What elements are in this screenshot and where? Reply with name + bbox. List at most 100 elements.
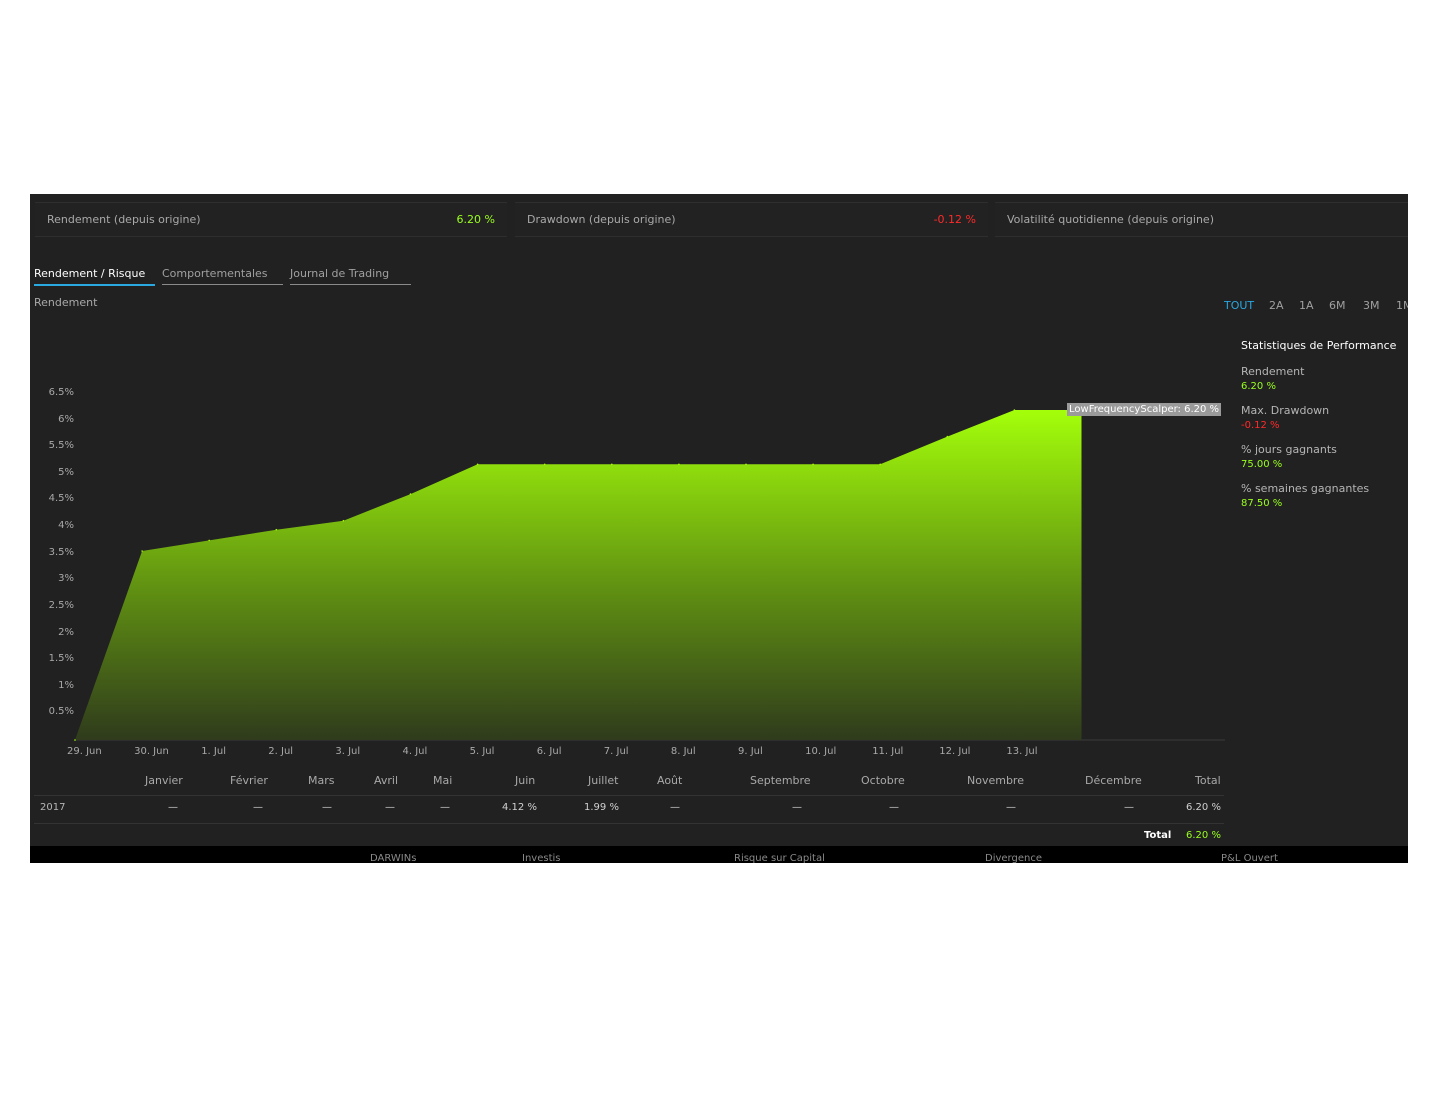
y-tick-label: 3% bbox=[58, 573, 74, 585]
y-tick-label: 2% bbox=[58, 626, 74, 638]
range-1m-button[interactable]: 1M bbox=[1396, 299, 1408, 312]
data-point bbox=[476, 463, 479, 466]
bottom-label-pl-ouvert: P&L Ouvert bbox=[1221, 853, 1278, 863]
bottom-label-investis: Investis bbox=[522, 853, 561, 863]
y-tick-label: 5.5% bbox=[48, 440, 74, 452]
perf-drawdown-label: Max. Drawdown bbox=[1241, 404, 1330, 417]
month-header: Novembre bbox=[967, 774, 1024, 787]
month-header: Décembre bbox=[1085, 774, 1142, 787]
perf-drawdown-value: -0.12 % bbox=[1241, 420, 1280, 431]
perf-winning-days-value: 75.00 % bbox=[1241, 459, 1283, 470]
y-tick-label: 1% bbox=[58, 679, 74, 691]
month-header: Août bbox=[657, 774, 683, 787]
month-value-cell: — bbox=[889, 802, 899, 813]
x-tick-label: 13. Jul bbox=[1006, 746, 1038, 757]
month-value-cell: 1.99 % bbox=[584, 802, 619, 813]
data-point bbox=[74, 739, 76, 741]
range-2a-button[interactable]: 2A bbox=[1269, 299, 1284, 312]
month-value-cell: — bbox=[253, 802, 263, 813]
month-header: Février bbox=[230, 774, 268, 787]
tab-comportementales[interactable]: Comportementales bbox=[162, 267, 283, 285]
year-cell: 2017 bbox=[40, 802, 66, 813]
data-point bbox=[409, 493, 412, 495]
tab-label: Comportementales bbox=[162, 267, 268, 280]
perf-winning-days-label: % jours gagnants bbox=[1241, 443, 1337, 456]
x-tick-label: 3. Jul bbox=[335, 746, 361, 757]
range-6m-button[interactable]: 6M bbox=[1329, 299, 1346, 312]
x-tick-label: 9. Jul bbox=[738, 746, 763, 757]
data-point bbox=[543, 463, 546, 466]
tab-rendement-risque[interactable]: Rendement / Risque bbox=[34, 267, 155, 286]
drawdown-stat-card: Drawdown (depuis origine) -0.12 % bbox=[515, 202, 988, 237]
x-tick-label: 5. Jul bbox=[469, 746, 495, 757]
month-value-cell: — bbox=[670, 802, 680, 813]
row-total-cell: 6.20 % bbox=[1186, 802, 1221, 813]
table-divider bbox=[34, 795, 1224, 796]
volatility-stat-card: Volatilité quotidienne (depuis origine) bbox=[995, 202, 1408, 237]
month-header: Septembre bbox=[750, 774, 811, 787]
y-tick-label: 0.5% bbox=[48, 706, 74, 718]
volatility-stat-label: Volatilité quotidienne (depuis origine) bbox=[1007, 213, 1214, 226]
chart-title: Rendement bbox=[34, 296, 98, 309]
range-3m-button[interactable]: 3M bbox=[1363, 299, 1380, 312]
data-point bbox=[879, 463, 881, 466]
bottom-label-risque: Risque sur Capital bbox=[734, 853, 825, 863]
month-value-cell: — bbox=[440, 802, 450, 813]
x-tick-label: 10. Jul bbox=[805, 746, 837, 757]
data-point bbox=[141, 550, 143, 552]
y-tick-label: 6.5% bbox=[48, 387, 74, 398]
month-value-cell: — bbox=[385, 802, 395, 813]
data-point bbox=[946, 435, 949, 438]
x-tick-label: 8. Jul bbox=[670, 746, 696, 757]
month-value-cell: 4.12 % bbox=[502, 802, 537, 813]
perf-return-value: 6.20 % bbox=[1241, 381, 1276, 392]
range-tout-button[interactable]: TOUT bbox=[1224, 299, 1255, 312]
x-tick-label: 2. Jul bbox=[268, 746, 294, 757]
x-tick-label: 30. Jun bbox=[134, 746, 169, 757]
y-tick-label: 4% bbox=[58, 520, 74, 532]
y-tick-label: 5% bbox=[58, 466, 74, 478]
month-header: Janvier bbox=[145, 774, 183, 787]
y-tick-label: 2.5% bbox=[48, 599, 74, 611]
bottom-label-darwins: DARWINs bbox=[370, 853, 417, 863]
month-header: Octobre bbox=[861, 774, 905, 787]
tab-journal-de-trading[interactable]: Journal de Trading bbox=[290, 267, 411, 285]
y-tick-label: 4.5% bbox=[48, 493, 74, 505]
perf-winning-weeks-label: % semaines gagnantes bbox=[1241, 482, 1370, 495]
grand-total-value: 6.20 % bbox=[1186, 830, 1221, 841]
drawdown-stat-value: -0.12 % bbox=[933, 213, 976, 226]
total-header: Total bbox=[1195, 774, 1221, 787]
range-1a-button[interactable]: 1A bbox=[1299, 299, 1314, 312]
month-value-cell: — bbox=[168, 802, 178, 813]
tab-label: Journal de Trading bbox=[290, 267, 390, 280]
month-header: Mars bbox=[308, 774, 335, 787]
y-tick-label: 1.5% bbox=[48, 653, 74, 665]
data-point bbox=[745, 463, 747, 466]
grand-total-label: Total bbox=[1144, 830, 1172, 841]
y-tick-label: 3.5% bbox=[48, 546, 74, 558]
x-tick-label: 29. Jun bbox=[67, 746, 102, 757]
x-tick-label: 7. Jul bbox=[603, 746, 629, 757]
data-point bbox=[678, 463, 680, 466]
month-value-cell: — bbox=[322, 802, 332, 813]
x-tick-label: 11. Jul bbox=[872, 746, 904, 757]
month-value-cell: — bbox=[1006, 802, 1016, 813]
month-value-cell: — bbox=[1124, 802, 1134, 813]
month-header: Juin bbox=[515, 774, 536, 787]
drawdown-stat-label: Drawdown (depuis origine) bbox=[527, 213, 676, 226]
month-header: Juillet bbox=[588, 774, 619, 787]
x-tick-label: 1. Jul bbox=[201, 746, 226, 757]
data-point bbox=[611, 463, 613, 466]
performance-title: Statistiques de Performance bbox=[1241, 339, 1397, 352]
month-header: Mai bbox=[433, 774, 453, 787]
data-point bbox=[342, 519, 345, 522]
bottom-label-divergence: Divergence bbox=[985, 853, 1042, 863]
darwin-panel: Rendement (depuis origine) 6.20 % Drawdo… bbox=[30, 194, 1408, 846]
data-point bbox=[275, 528, 278, 531]
return-stat-card: Rendement (depuis origine) 6.20 % bbox=[35, 202, 507, 237]
x-tick-label: 6. Jul bbox=[536, 746, 562, 757]
x-tick-label: 4. Jul bbox=[402, 746, 428, 757]
data-point bbox=[1013, 409, 1016, 411]
x-tick-label: 12. Jul bbox=[939, 746, 971, 757]
series-tooltip: LowFrequencyScalper: 6.20 % bbox=[1067, 403, 1222, 416]
